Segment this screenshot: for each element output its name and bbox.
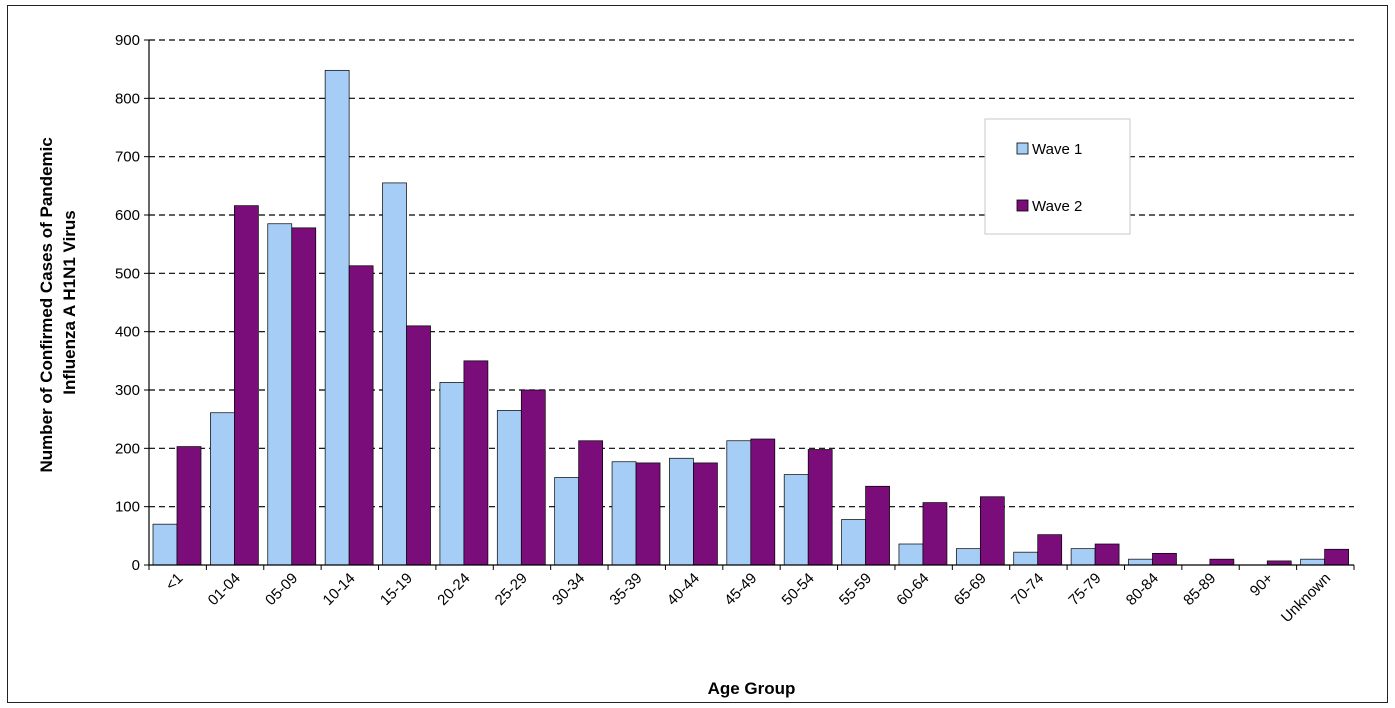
bar-wave-1-30-34 bbox=[554, 477, 580, 566]
bar-wave-2-30-34 bbox=[578, 440, 604, 566]
x-tick-label-35-39: 35-39 bbox=[606, 570, 645, 609]
bar-wave-2-70-74 bbox=[1037, 534, 1063, 566]
bar-wave-2-65-69 bbox=[979, 496, 1005, 566]
bar-wave-2-35-39 bbox=[635, 462, 661, 566]
legend-label-wave-1: Wave 1 bbox=[1032, 141, 1082, 158]
bar-wave-2-40-44 bbox=[693, 462, 718, 566]
bar-wave-1-50-54 bbox=[783, 474, 809, 566]
legend-label-wave-2: Wave 2 bbox=[1032, 198, 1082, 215]
bar-wave-1-80-84 bbox=[1128, 558, 1153, 566]
x-tick-label-05-09: 05-09 bbox=[262, 570, 301, 609]
bar-wave-2-80-84 bbox=[1152, 552, 1177, 566]
bar-wave-2-01-04 bbox=[234, 205, 259, 566]
bar-wave-1-45-49 bbox=[726, 440, 752, 566]
legend-swatch-wave-1 bbox=[1016, 142, 1029, 155]
bar-wave-1-unknown bbox=[1300, 558, 1325, 566]
bar-wave-1-25-29 bbox=[496, 410, 522, 566]
chart-frame: 0 100 200 300 400 500 600 700 800 900 <1 01-04 05-0… bbox=[7, 5, 1388, 703]
bar-wave-2-90 bbox=[1266, 560, 1292, 566]
x-tick-label-45-49: 45-49 bbox=[721, 570, 760, 609]
y-tick-label-0: 0 bbox=[132, 557, 140, 574]
bar-wave-1-55-59 bbox=[841, 519, 866, 566]
x-tick-label-75-79: 75-79 bbox=[1065, 570, 1104, 609]
x-tick-label-01-04: 01-04 bbox=[205, 570, 244, 609]
bar-wave-2-1 bbox=[176, 446, 202, 566]
bar-wave-2-25-29 bbox=[520, 389, 546, 566]
bar-wave-2-45-49 bbox=[750, 438, 776, 566]
x-tick-label-unknown: Unknown bbox=[1278, 570, 1334, 626]
x-tick-label-30-34: 30-34 bbox=[549, 570, 588, 609]
bar-wave-2-unknown bbox=[1324, 548, 1349, 566]
x-tick-label-20-24: 20-24 bbox=[434, 570, 473, 609]
x-tick-label-70-74: 70-74 bbox=[1008, 570, 1047, 609]
y-axis-title-line-1: Number of Confirmed Cases of Pandemic bbox=[37, 137, 56, 472]
bar-wave-1-75-79 bbox=[1070, 548, 1096, 566]
bar-wave-1-70-74 bbox=[1013, 551, 1039, 566]
legend-swatch-wave-2 bbox=[1016, 199, 1029, 212]
y-tick-label-400: 400 bbox=[115, 324, 140, 341]
y-axis-title-line-2: Influenza A H1N1 Virus bbox=[60, 210, 79, 395]
bar-chart: 0 100 200 300 400 500 600 700 800 900 <1 01-04 05-0… bbox=[37, 32, 1355, 698]
bar-wave-1-65-69 bbox=[955, 548, 981, 566]
bar-wave-1-20-24 bbox=[439, 382, 465, 566]
bar-wave-2-20-24 bbox=[463, 360, 489, 566]
x-tick-label-10-14: 10-14 bbox=[320, 570, 359, 609]
bar-wave-1-05-09 bbox=[267, 223, 293, 566]
x-tick-label-60-64: 60-64 bbox=[893, 570, 932, 609]
bar-wave-2-10-14 bbox=[348, 265, 374, 566]
x-tick-labels: <1 01-04 05-09 10-14 15-19 20-24 25-29 30-34 35-… bbox=[162, 570, 1334, 626]
x-tick-label-50-54: 50-54 bbox=[779, 570, 818, 609]
y-tick-label-700: 700 bbox=[115, 149, 140, 166]
bar-wave-1-15-19 bbox=[382, 182, 407, 566]
legend: Wave 1 Wave 2 bbox=[984, 118, 1131, 235]
x-tick-label-80-84: 80-84 bbox=[1123, 570, 1162, 609]
y-tick-label-600: 600 bbox=[115, 207, 140, 224]
bar-wave-2-05-09 bbox=[291, 227, 317, 566]
y-axis-title: Number of Confirmed Cases of Pandemic In… bbox=[37, 132, 79, 472]
bar-wave-2-50-54 bbox=[807, 449, 833, 566]
y-tick-labels: 0 100 200 300 400 500 600 700 800 900 bbox=[115, 32, 140, 574]
y-tick-label-900: 900 bbox=[115, 32, 140, 49]
x-tick-label-65-69: 65-69 bbox=[951, 570, 990, 609]
bar-wave-1-40-44 bbox=[669, 457, 694, 566]
x-tick-label-85-89: 85-89 bbox=[1180, 570, 1219, 609]
y-tick-label-800: 800 bbox=[115, 90, 140, 107]
bar-wave-2-15-19 bbox=[406, 325, 431, 566]
bar-wave-2-55-59 bbox=[865, 485, 890, 566]
y-tick-label-500: 500 bbox=[115, 265, 140, 282]
legend-box bbox=[984, 118, 1131, 235]
x-tick-label-25-29: 25-29 bbox=[492, 570, 531, 609]
x-tick-label-15-19: 15-19 bbox=[377, 570, 416, 609]
x-axis-title: Age Group bbox=[708, 679, 796, 698]
x-tick-label-1: <1 bbox=[162, 570, 186, 594]
bar-wave-1-60-64 bbox=[898, 543, 924, 566]
bars bbox=[152, 69, 1349, 566]
bar-wave-2-75-79 bbox=[1094, 543, 1120, 566]
axes bbox=[144, 39, 1355, 570]
bar-wave-1-35-39 bbox=[611, 461, 637, 566]
x-tick-label-90: 90+ bbox=[1247, 570, 1277, 600]
x-tick-label-40-44: 40-44 bbox=[664, 570, 703, 609]
y-tick-label-300: 300 bbox=[115, 382, 140, 399]
bar-wave-1-1 bbox=[152, 523, 178, 566]
bar-wave-2-85-89 bbox=[1209, 558, 1235, 566]
x-tick-label-55-59: 55-59 bbox=[836, 570, 875, 609]
bar-wave-2-60-64 bbox=[922, 502, 948, 566]
y-tick-label-200: 200 bbox=[115, 440, 140, 457]
bar-wave-1-01-04 bbox=[210, 412, 235, 566]
y-tick-label-100: 100 bbox=[115, 499, 140, 516]
bar-wave-1-10-14 bbox=[324, 69, 350, 566]
